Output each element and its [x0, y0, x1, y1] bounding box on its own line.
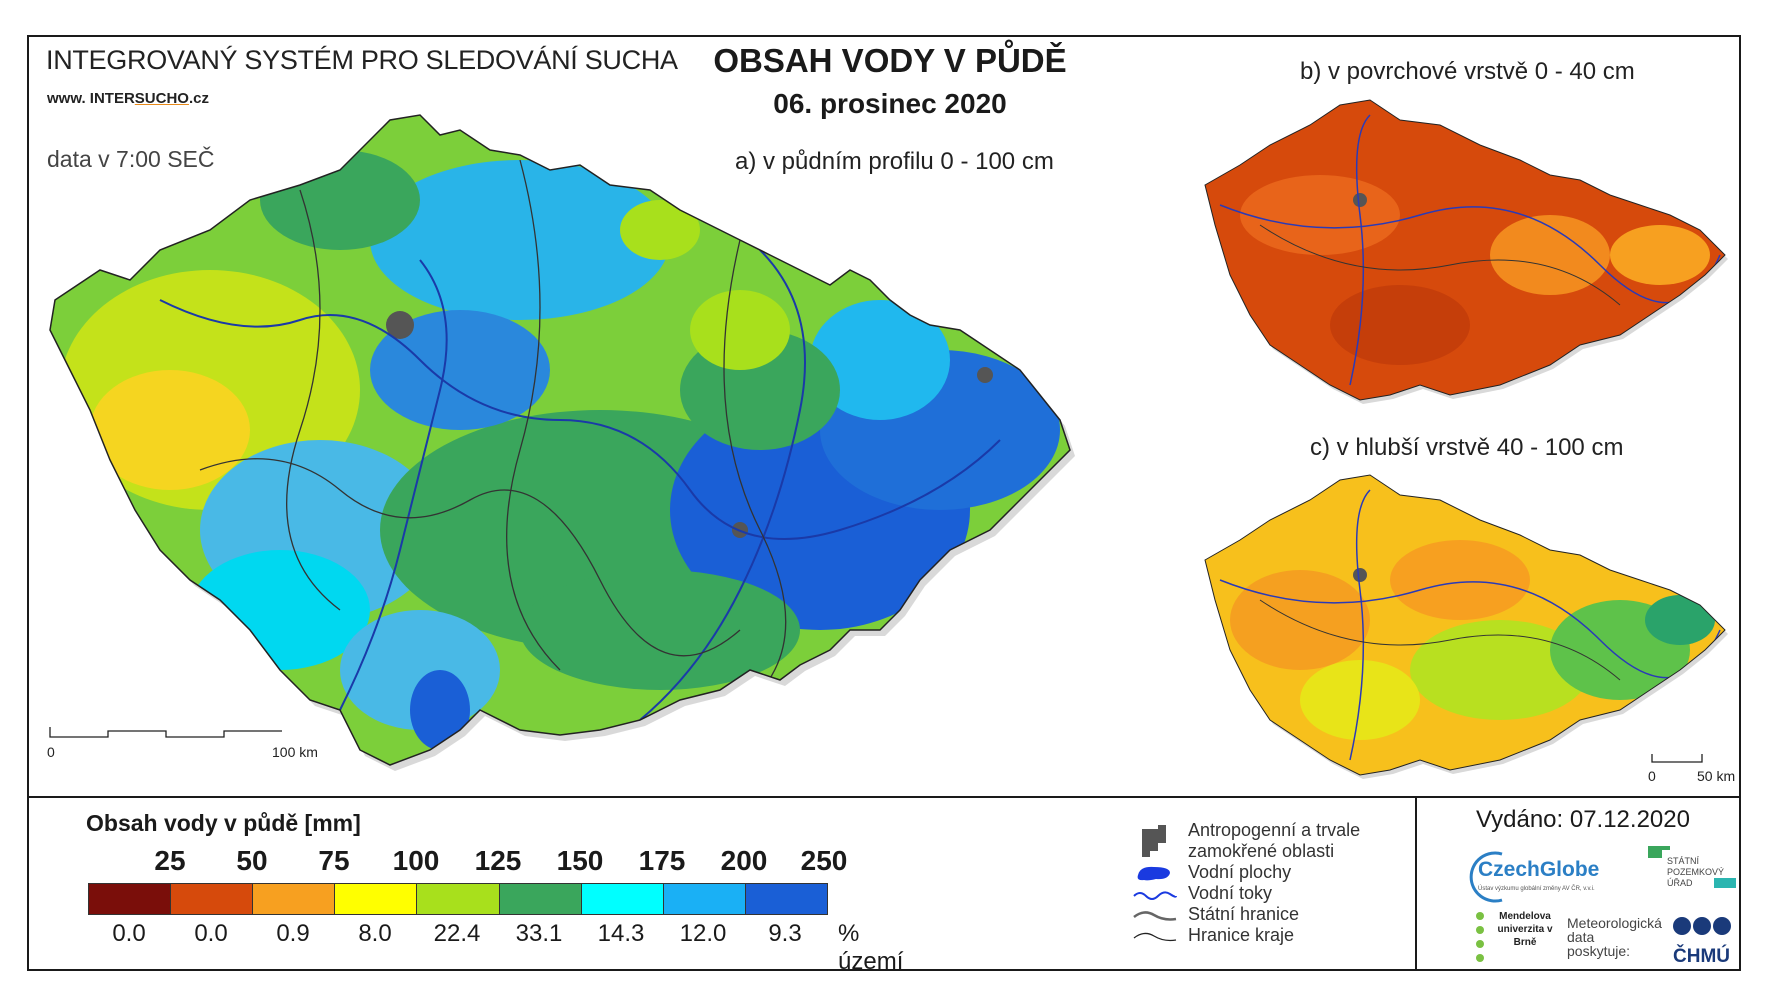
map-a-soil-profile: [49, 114, 1075, 771]
url-prefix: www. INTER: [47, 90, 135, 107]
spu-logo: STÁTNÍ POZEMKOVÝ ÚŘAD: [1667, 856, 1725, 888]
legend-percent: 12.0: [679, 920, 727, 947]
legend-bound: 175: [638, 845, 686, 876]
scale-bar-main: [49, 727, 282, 738]
legend-percent: 0.0: [194, 920, 228, 947]
feature-anthropogenic-2: zamokřené oblasti: [1188, 841, 1335, 861]
legend-swatch: [417, 884, 500, 914]
legend-bound: 25: [154, 845, 186, 876]
data-time: data v 7:00 SEČ: [47, 146, 215, 172]
map-b-surface-layer: [1204, 99, 1728, 404]
legend-swatch: [253, 884, 336, 914]
legend-bound: 200: [720, 845, 768, 876]
legend-percent: 33.1: [515, 920, 563, 947]
legend-swatch: [499, 884, 582, 914]
legend-title: Obsah vody v půdě [mm]: [86, 810, 361, 836]
legend-percent: 14.3: [597, 920, 645, 947]
legend-bound: 75: [318, 845, 350, 876]
legend-bound: 50: [236, 845, 268, 876]
legend-percent: 0.0: [112, 920, 146, 947]
map-b-label: b) v povrchové vrstvě 0 - 40 cm: [1300, 58, 1635, 85]
anthropogenic-area-icon: [1142, 825, 1166, 857]
scale-main-zero: 0: [47, 744, 55, 760]
feature-water-bodies: Vodní plochy: [1130, 862, 1400, 883]
legend-percent: 9.3: [768, 920, 802, 947]
czechglobe-logo: CzechGlobe: [1478, 858, 1600, 881]
feature-state-border: Státní hranice: [1130, 904, 1400, 925]
water-body-icon: [1137, 866, 1170, 881]
map-a-label: a) v půdním profilu 0 - 100 cm: [735, 148, 1054, 175]
legend-swatch: [89, 884, 172, 914]
legend-divider: [27, 796, 1741, 798]
legend-percentages: 0.0 0.0 0.9 8.0 22.4 33.1 14.3 12.0 9.3 …: [88, 920, 928, 975]
legend-percent: 0.9: [276, 920, 310, 947]
legend-color-bar: [88, 883, 828, 915]
stream-icon: [1133, 891, 1177, 900]
feature-region-border: Hranice kraje: [1130, 925, 1400, 946]
legend-bound: 250: [800, 845, 848, 876]
chmu-logo-icon: [1673, 917, 1731, 935]
scale-small-zero: 0: [1648, 768, 1656, 784]
czechglobe-subtitle: Ústav výzkumu globální změny AV ČR, v.v.…: [1478, 886, 1595, 892]
mendel-logo: Mendelova univerzita v Brně: [1497, 911, 1553, 948]
region-border-icon: [1133, 932, 1177, 942]
url-highlight: SUCHO: [134, 90, 189, 107]
scale-main-100km: 100 km: [272, 744, 318, 760]
legend-percent: 8.0: [358, 920, 392, 947]
legend-bounds: 25 50 75 100 125 150 175 200 250: [88, 845, 847, 881]
feature-anthropogenic: Antropogenní a trvale: [1130, 820, 1400, 857]
state-border-icon: [1133, 911, 1177, 921]
czechglobe-logo-icon: [1469, 851, 1503, 903]
legend-bound: 150: [556, 845, 604, 876]
legend-bound: 100: [392, 845, 440, 876]
issued-date: Vydáno: 07.12.2020: [1476, 806, 1690, 833]
meteo-provider-label: Meteorologická data poskytuje:: [1567, 915, 1662, 959]
mendel-logo-icon: [1476, 912, 1484, 962]
chmu-logo: ČHMÚ: [1673, 946, 1730, 967]
website-url[interactable]: www. INTERSUCHO.cz: [47, 90, 209, 107]
map-c-deep-layer: [1204, 474, 1728, 779]
map-title: OBSAH VODY V PŮDĚ: [713, 42, 1067, 79]
legend-swatch: [171, 884, 254, 914]
map-c-label: c) v hlubší vrstvě 40 - 100 cm: [1310, 434, 1624, 461]
system-title: INTEGROVANÝ SYSTÉM PRO SLEDOVÁNÍ SUCHA: [46, 45, 678, 75]
legend-swatch: [663, 884, 746, 914]
legend-bound: 125: [474, 845, 522, 876]
legend-percent: 22.4: [433, 920, 481, 947]
feature-legend: Antropogenní a trvale zamokřené oblasti …: [1130, 820, 1400, 946]
scale-bar-small: [1651, 754, 1703, 763]
feature-streams: Vodní toky: [1130, 883, 1400, 904]
scale-small-50km: 50 km: [1697, 768, 1736, 784]
spu-logo-icon: [1648, 846, 1736, 888]
legend-swatch: [745, 884, 827, 914]
legend-swatch: [581, 884, 664, 914]
map-date: 06. prosinec 2020: [773, 88, 1007, 119]
legend-percent-unit: % území: [838, 920, 904, 975]
url-suffix: .cz: [188, 90, 209, 107]
legend-swatch: [335, 884, 418, 914]
footer-divider: [1415, 796, 1417, 971]
